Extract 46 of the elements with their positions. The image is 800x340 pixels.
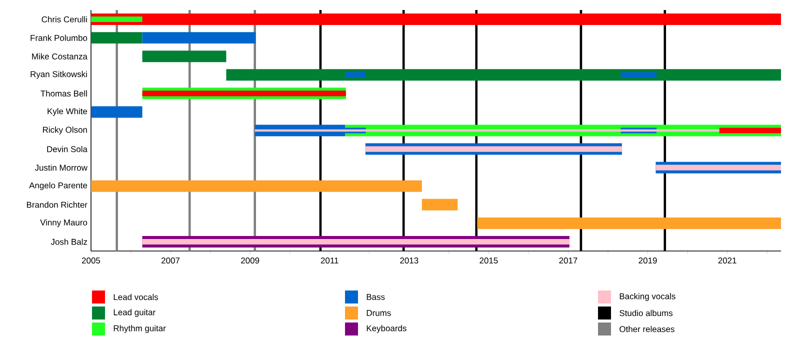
x-tick-label: 2015 [480,258,498,264]
bar [620,72,657,78]
legend-label: Rhythm guitar [114,325,166,333]
y-tick-label: Kyle White [48,108,88,116]
y-tick-label: Justin Morrow [34,164,88,171]
legend-label: Keyboards [366,325,406,333]
legend-label: Backing vocals [620,293,676,301]
legend-label: Lead guitar [114,309,156,317]
x-tick-label: 2013 [400,258,418,264]
bar [226,69,782,81]
bar [477,217,782,229]
bar [656,164,782,170]
x-tick-label: 2017 [559,258,578,264]
y-tick-label: Angelo Parente [29,182,88,190]
bar [142,90,346,96]
bar [142,50,226,62]
bar [719,128,782,134]
bar [91,180,422,192]
y-tick-label: Mike Costanza [32,53,88,60]
x-tick-label: 2009 [241,258,260,264]
legend-label: Bass [366,294,385,300]
bar [142,238,570,245]
bar [365,146,622,152]
legend-label: Studio albums [620,310,673,316]
y-tick-label: Josh Balz [50,238,88,245]
bar [91,32,142,44]
bar [91,106,142,118]
bar [142,32,256,44]
y-tick-label: Brandon Richter [26,202,88,208]
y-tick-label: Chris Cerulli [42,16,87,22]
y-tick-label: Frank Polumbo [30,34,88,41]
y-tick-label: Ryan Sitkowski [30,70,87,79]
x-tick-label: 2007 [162,258,180,264]
legend-label: Drums [366,310,391,316]
bar [91,14,782,26]
y-tick-label: Devin Sola [47,146,88,152]
x-tick-label: 2011 [320,258,338,264]
y-tick-label: Vinny Mauro [40,219,88,228]
y-tick-label: Ricky Olson [42,126,87,134]
x-tick-label: 2005 [82,258,100,264]
x-tick-label: 2019 [638,258,657,264]
bar [422,198,458,210]
y-tick-label: Thomas Bell [40,90,87,97]
legend-label: Other releases [620,326,674,332]
x-tick-label: 2021 [718,258,736,264]
legend-label: Lead vocals [114,294,158,300]
